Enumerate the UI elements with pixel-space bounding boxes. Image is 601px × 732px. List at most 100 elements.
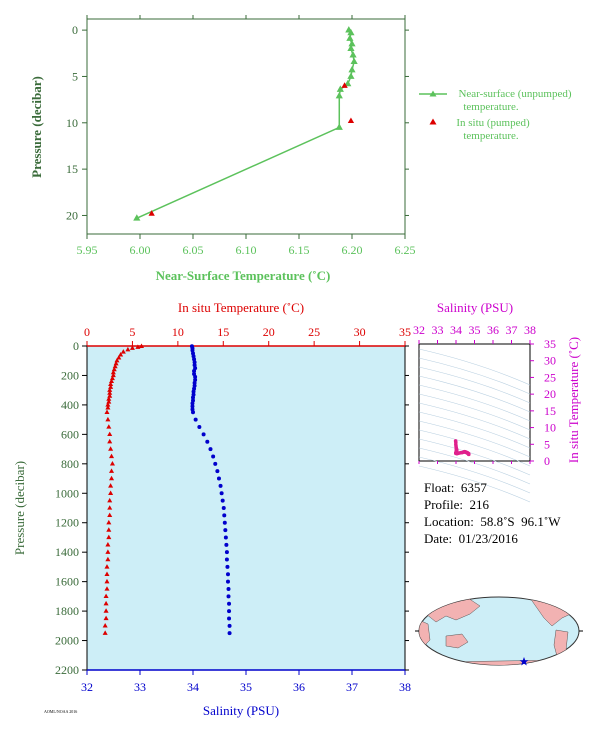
temperature-profile-point xyxy=(108,483,114,488)
temperature-tick-label: 10 xyxy=(172,325,184,339)
pumped-temperature-point xyxy=(341,82,348,88)
density-contour xyxy=(418,375,531,413)
salinity-profile-point xyxy=(193,417,198,422)
info-location: Location: 58.8˚S 96.1˚W xyxy=(424,514,561,529)
pressure-tick-label: 400 xyxy=(61,398,79,412)
info-date: Date: 01/23/2016 xyxy=(424,531,518,546)
temperature-profile-point xyxy=(109,468,115,473)
temperature-profile-point xyxy=(105,402,111,407)
salinity-profile-point xyxy=(225,564,230,569)
ts-axes: 32 33 34 35 36 37 38 0 5 10 15 20 25 30 35 xyxy=(413,323,556,468)
temperature-profile-point xyxy=(104,409,110,414)
temperature-profile-point xyxy=(102,623,108,628)
unpumped-temperature-point xyxy=(347,72,355,79)
salinity-profile-point xyxy=(221,506,226,510)
salinity-profile-point xyxy=(192,369,197,374)
salinity-profile-point xyxy=(219,491,224,496)
density-contour xyxy=(418,411,531,449)
temperature-profile-point xyxy=(108,490,114,495)
temperature-profile-point xyxy=(110,369,116,375)
near-surface-axes: 5.95 6.00 6.05 6.10 6.15 6.20 6.25 0 5 10 15 20 xyxy=(66,15,416,257)
pressure-tick-label: 1000 xyxy=(55,486,79,500)
ts-point xyxy=(466,452,471,457)
ts-series xyxy=(453,439,471,457)
temperature-profile-point xyxy=(135,344,141,349)
profile-bottom-axis-label: Salinity (PSU) xyxy=(203,703,279,718)
pressure-tick-label: 0 xyxy=(73,339,79,353)
ts-y-tick-label: 15 xyxy=(544,404,556,418)
temperature-tick-label: 5 xyxy=(129,325,135,339)
unpumped-temperature-point xyxy=(348,65,356,73)
pressure-tick-label: 1800 xyxy=(55,604,79,618)
salinity-profile-point xyxy=(222,513,227,518)
profile-series xyxy=(102,343,232,636)
temperature-profile-point xyxy=(108,381,114,386)
density-contour xyxy=(418,393,531,431)
salinity-profile-point xyxy=(191,395,195,400)
temperature-tick-label: 35 xyxy=(399,325,411,339)
map-land-south-america xyxy=(553,629,569,661)
temperature-profile-point xyxy=(107,497,113,503)
salinity-profile-point xyxy=(208,447,213,452)
legend-unpumped-label-2: temperature. xyxy=(463,101,519,113)
info-float: Float: 6357 xyxy=(424,480,487,495)
temperature-profile-point xyxy=(125,346,131,352)
density-contour xyxy=(418,384,531,422)
ts-x-tick-label: 38 xyxy=(524,323,536,337)
map-land-australia xyxy=(445,633,469,649)
temperature-tick-label: 15 xyxy=(217,325,229,339)
salinity-profile-point xyxy=(192,363,197,368)
temperature-profile-point xyxy=(109,475,115,481)
temperature-profile-point xyxy=(105,416,111,422)
near-surface-legend: Near-surface (unpumped) temperature. In … xyxy=(419,88,572,142)
density-contour xyxy=(418,438,531,476)
salinity-profile-point xyxy=(191,354,196,359)
temperature-profile-point xyxy=(107,431,113,437)
temperature-tick-label: 0 xyxy=(84,325,90,339)
pumped-temperature-point xyxy=(347,117,355,124)
temperature-profile-point xyxy=(108,446,114,451)
temperature-profile-point xyxy=(107,512,113,518)
temperature-profile-point xyxy=(103,593,109,599)
pumped-temperature-point xyxy=(148,210,155,216)
top-y-tick-label: 20 xyxy=(66,208,78,222)
salinity-profile-point xyxy=(193,377,198,382)
temperature-profile-point xyxy=(107,505,113,510)
ts-x-tick-label: 35 xyxy=(469,323,481,337)
pressure-tick-label: 1600 xyxy=(55,575,79,589)
pressure-tick-label: 800 xyxy=(61,457,79,471)
salinity-profile-point xyxy=(192,386,197,391)
unpumped-temperature-point xyxy=(336,85,344,92)
top-x-tick-label: 6.25 xyxy=(395,243,416,257)
salinity-profile-point xyxy=(218,483,223,488)
temperature-profile-point xyxy=(106,534,112,540)
salinity-profile-point xyxy=(223,535,228,540)
pressure-tick-label: 1400 xyxy=(55,545,79,559)
pressure-tick-label: 2000 xyxy=(55,634,79,648)
salinity-profile-point xyxy=(190,404,195,409)
salinity-profile-point xyxy=(192,360,197,365)
salinity-profile-point xyxy=(227,609,232,614)
salinity-profile-point xyxy=(222,520,227,525)
salinity-profile-point xyxy=(227,601,232,606)
near-surface-xlabel: Near-Surface Temperature (˚C) xyxy=(156,268,331,283)
legend-pumped-label-1: In situ (pumped) xyxy=(456,117,530,129)
unpumped-temperature-point xyxy=(344,79,352,87)
density-contour xyxy=(418,429,531,467)
temperature-profile-point xyxy=(110,372,116,378)
ts-y-tick-label: 10 xyxy=(544,421,556,435)
salinity-profile-point xyxy=(226,587,231,591)
temperature-profile-point xyxy=(118,352,124,357)
salinity-profile-point xyxy=(215,469,220,474)
top-y-tick-label: 0 xyxy=(72,23,78,37)
density-contour xyxy=(418,348,531,386)
salinity-tick-label: 37 xyxy=(346,680,358,694)
temperature-profile-point xyxy=(106,399,112,404)
ts-y-tick-label: 35 xyxy=(544,337,556,351)
legend-unpumped-marker xyxy=(429,90,437,97)
salinity-profile-point xyxy=(190,407,195,412)
legend-pumped-marker xyxy=(429,118,437,125)
pressure-tick-label: 1200 xyxy=(55,516,79,530)
salinity-profile-point xyxy=(191,392,196,397)
salinity-profile-point xyxy=(227,623,232,628)
